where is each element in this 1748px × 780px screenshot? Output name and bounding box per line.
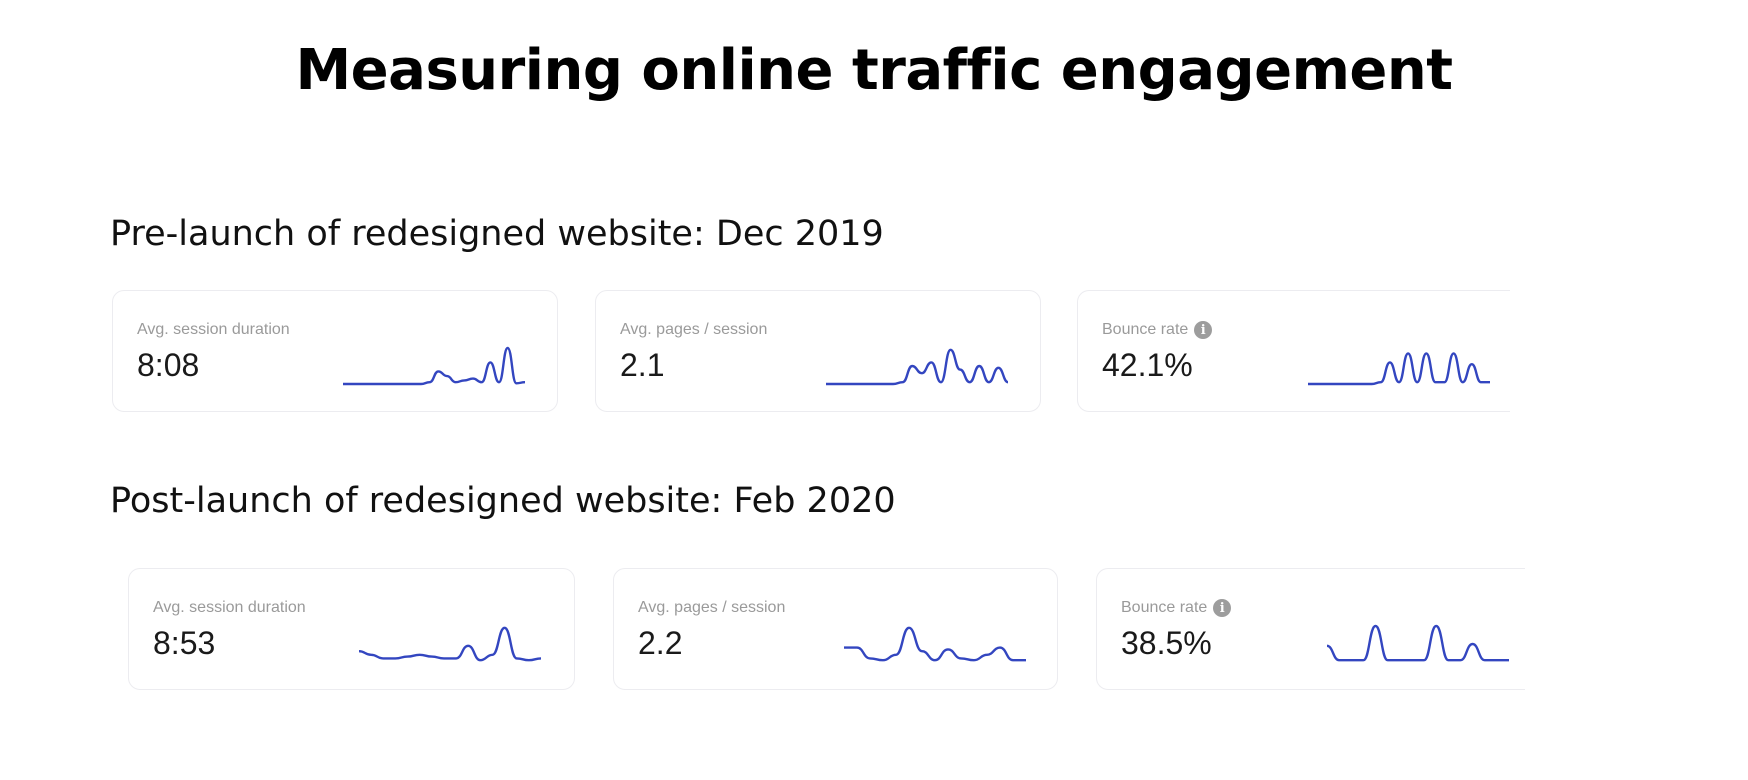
sparkline (358, 626, 542, 662)
metric-card-session-duration: Avg. session duration 8:53 (128, 568, 575, 690)
page-title: Measuring online traffic engagement (295, 38, 1453, 103)
metric-card-bounce-rate: Bounce rate i 42.1% (1077, 290, 1510, 412)
sparkline (343, 346, 526, 386)
sparkline (1326, 624, 1509, 662)
sparkline (1308, 352, 1490, 386)
sparkline-series (343, 346, 526, 386)
metric-card-session-duration: Avg. session duration 8:08 (112, 290, 558, 412)
metric-label: Avg. pages / session (620, 321, 767, 339)
metric-card-pages-per-session: Avg. pages / session 2.2 (613, 568, 1058, 690)
metric-label: Bounce rate i (1102, 321, 1213, 339)
metric-label: Avg. pages / session (638, 599, 785, 617)
metric-value: 2.1 (620, 347, 665, 383)
metric-label: Avg. session duration (153, 599, 306, 617)
sparkline (826, 348, 1009, 386)
metric-label-text: Avg. pages / session (638, 599, 786, 616)
metric-label-text: Avg. session duration (137, 321, 290, 338)
metric-label: Bounce rate i (1121, 599, 1232, 617)
metric-label-text: Bounce rate (1121, 599, 1208, 616)
info-icon[interactable]: i (1213, 599, 1232, 617)
info-icon[interactable]: i (1194, 321, 1213, 339)
metric-label-text: Bounce rate (1102, 321, 1189, 338)
sparkline (843, 626, 1026, 662)
metric-value: 2.2 (638, 625, 683, 661)
metric-label-text: Avg. pages / session (620, 321, 768, 338)
metric-card-pages-per-session: Avg. pages / session 2.1 (595, 290, 1041, 412)
section-heading-post-launch: Post-launch of redesigned website: Feb 2… (110, 481, 896, 521)
sparkline-series (1326, 624, 1509, 662)
metric-value: 8:08 (137, 347, 200, 383)
sparkline-series (358, 626, 542, 662)
sparkline-series (1308, 352, 1490, 386)
metric-value: 8:53 (153, 625, 216, 661)
metric-value: 38.5% (1121, 625, 1212, 661)
metric-value: 42.1% (1102, 347, 1193, 383)
metric-label-text: Avg. session duration (153, 599, 306, 616)
sparkline-series (843, 626, 1026, 662)
section-heading-pre-launch: Pre-launch of redesigned website: Dec 20… (110, 214, 884, 254)
metric-card-bounce-rate: Bounce rate i 38.5% (1096, 568, 1525, 690)
metric-label: Avg. session duration (137, 321, 290, 339)
sparkline-series (826, 348, 1009, 386)
